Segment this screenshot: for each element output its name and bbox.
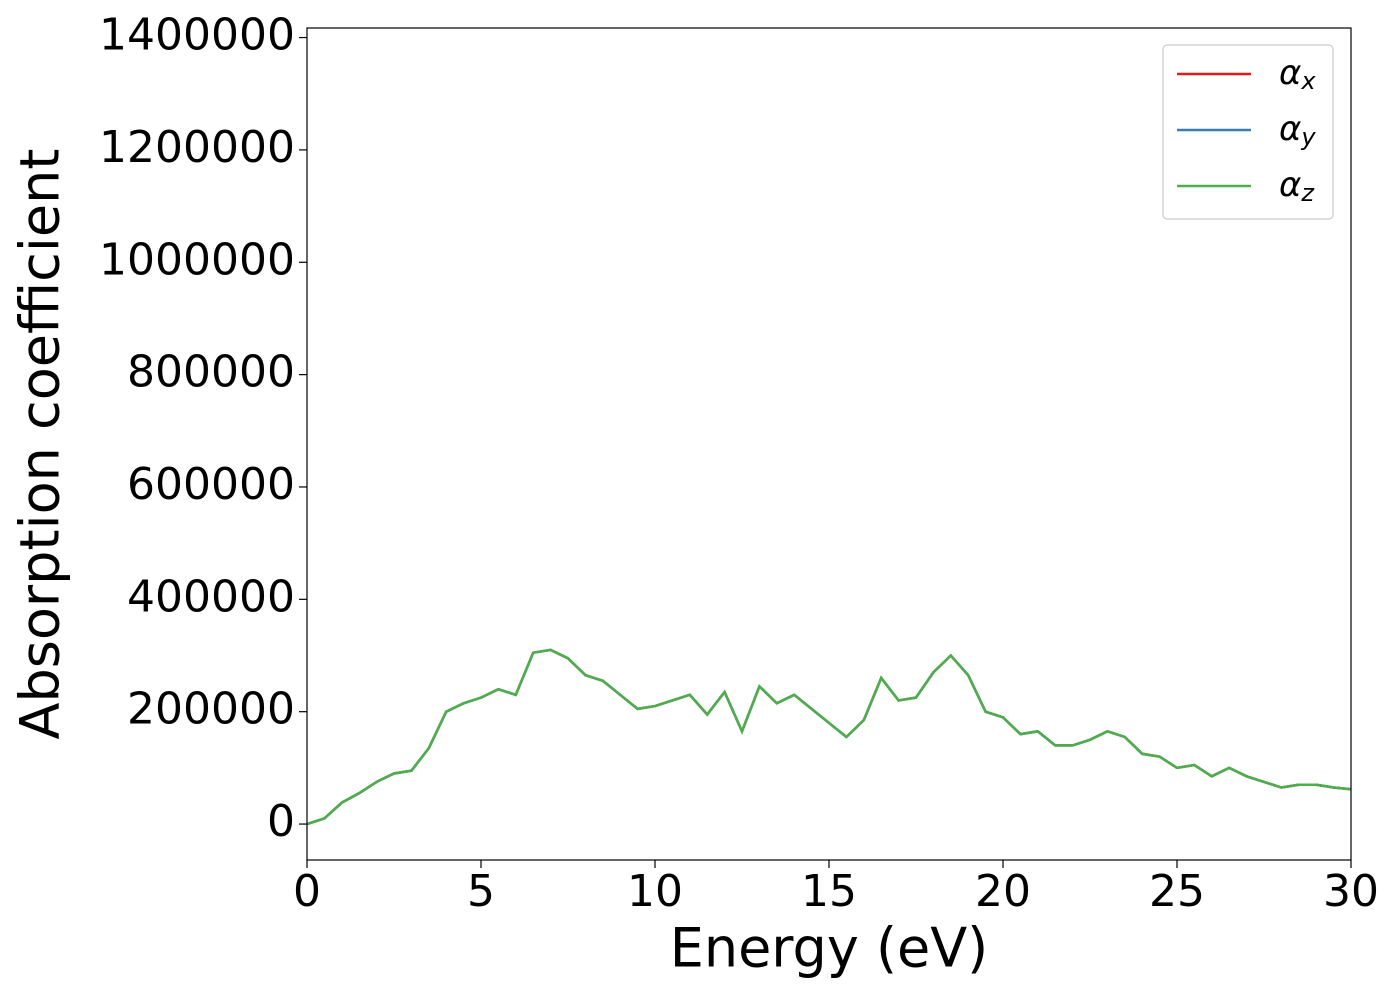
series-line (307, 648, 1351, 826)
y-tick-label: 1200000 (99, 122, 295, 173)
x-axis-label: Energy (eV) (670, 917, 989, 980)
y-tick-label: 0 (267, 796, 295, 847)
x-tick-label: 20 (975, 866, 1031, 917)
x-tick-label: 15 (801, 866, 857, 917)
plot-frame (306, 27, 1352, 861)
x-tick-label: 0 (293, 866, 321, 917)
y-tick-label: 1400000 (99, 10, 295, 61)
legend-label: αz (1279, 165, 1315, 208)
legend-label: αy (1279, 109, 1316, 152)
y-tick-label: 400000 (127, 571, 295, 622)
series-line (307, 648, 1351, 826)
x-tick-label: 30 (1323, 866, 1379, 917)
y-tick-label: 200000 (127, 684, 295, 735)
legend-label: αx (1279, 53, 1316, 96)
x-tick-label: 10 (627, 866, 683, 917)
legend-box (1162, 44, 1334, 220)
x-tick-label: 5 (467, 866, 495, 917)
y-axis-label: Absorption coefficient (9, 149, 72, 740)
x-tick-label: 25 (1149, 866, 1205, 917)
y-tick-label: 1000000 (99, 234, 295, 285)
series-line (307, 648, 1351, 826)
y-tick-label: 600000 (127, 459, 295, 510)
y-tick-label: 800000 (127, 347, 295, 398)
